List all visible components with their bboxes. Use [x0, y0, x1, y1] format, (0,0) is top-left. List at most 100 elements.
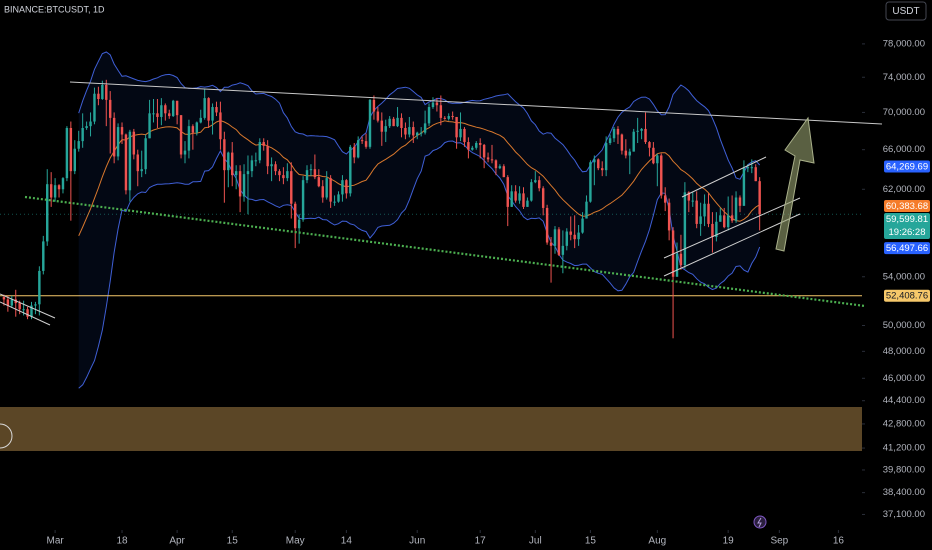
event-icon[interactable] — [753, 515, 767, 529]
candle-body — [427, 107, 431, 124]
candle-body — [254, 160, 258, 162]
currency-button-label[interactable]: USDT — [892, 6, 919, 17]
price-label: 60,383.68 — [886, 201, 928, 212]
candle-body — [711, 223, 714, 237]
candle-body — [573, 234, 576, 240]
x-tick-label: Jul — [529, 536, 542, 547]
candle-body — [223, 139, 226, 171]
candle-body — [447, 116, 450, 119]
candle-body — [286, 171, 289, 179]
x-tick-label: 18 — [116, 536, 128, 547]
candle-body — [171, 100, 175, 117]
candle-body — [136, 154, 139, 172]
candle-body — [514, 191, 517, 201]
candle-body — [313, 169, 317, 178]
candle-body — [238, 171, 242, 197]
candle-body — [231, 152, 234, 176]
channel-line — [663, 213, 801, 277]
candle-body — [632, 131, 635, 152]
candle-body — [667, 202, 671, 231]
candle-body — [416, 132, 419, 136]
candle-body — [628, 151, 631, 156]
candle-body — [195, 122, 199, 133]
candle-body — [57, 185, 61, 190]
candle-body — [30, 305, 33, 317]
candle-body — [530, 182, 533, 201]
candle-body — [687, 192, 691, 201]
candle-body — [471, 147, 474, 150]
candle-body — [585, 201, 588, 219]
candle-body — [152, 113, 155, 115]
price-label: 52,408.76 — [886, 291, 928, 302]
candle-body — [144, 138, 147, 170]
candle-body — [38, 270, 41, 305]
candle-body — [69, 127, 73, 172]
candle-body — [683, 192, 687, 266]
y-tick-label: 50,000.00 — [883, 320, 925, 331]
candle-body — [408, 127, 411, 135]
currency-button[interactable] — [885, 1, 927, 21]
candle-body — [278, 171, 281, 176]
candle-body — [593, 159, 596, 163]
y-tick-label: 38,400.00 — [883, 487, 925, 498]
candle-body — [388, 118, 391, 127]
candle-body — [644, 128, 647, 143]
candle-body — [46, 184, 49, 242]
y-tick-label: 41,200.00 — [883, 443, 925, 454]
candle-body — [105, 84, 108, 100]
resistance-line — [69, 81, 883, 125]
y-tick-label: 74,000.00 — [883, 72, 925, 83]
candle-body — [97, 93, 100, 100]
x-tick-label: 15 — [227, 536, 239, 547]
candle-body — [349, 146, 352, 194]
candle-body — [140, 169, 143, 172]
y-tick-label: 44,400.00 — [883, 395, 925, 406]
candle-body — [183, 150, 187, 155]
candle-body — [164, 105, 167, 114]
candle-body — [738, 197, 742, 206]
candle-body — [534, 180, 537, 183]
candle-body — [616, 128, 620, 135]
axes: 78,000.00 74,000.00 70,000.00 66,000.00 62,0… — [46, 38, 930, 547]
candle-body — [734, 197, 738, 221]
candle-body — [518, 193, 521, 201]
candle-body — [356, 140, 360, 158]
candle-body — [341, 180, 344, 195]
candle-body — [526, 200, 529, 207]
candle-body — [227, 152, 230, 171]
candle-body — [679, 253, 683, 266]
candle-body — [160, 105, 163, 117]
candle-body — [750, 167, 754, 169]
candle-body — [120, 127, 124, 135]
x-tick-label: Sep — [770, 536, 788, 547]
candle-body — [258, 142, 262, 161]
candle-body — [317, 177, 321, 187]
x-tick-label: Apr — [169, 536, 185, 547]
candle-body — [246, 171, 250, 175]
candle-body — [2, 297, 6, 300]
candle-body — [108, 99, 112, 118]
candle-body — [128, 131, 132, 191]
candle-body — [333, 201, 336, 203]
x-tick-label: 16 — [833, 536, 845, 547]
candle-body — [360, 140, 364, 142]
band-fill — [78, 52, 760, 389]
candle-body — [321, 186, 324, 198]
channel-line — [0, 293, 56, 319]
candle-body — [730, 215, 734, 221]
candle-body — [282, 175, 285, 179]
candle-body — [215, 107, 218, 113]
candle-body — [274, 164, 277, 172]
candle-body — [561, 245, 565, 255]
candle-body — [723, 215, 726, 228]
candle-body — [640, 128, 643, 131]
candle-body — [715, 221, 718, 237]
candle-body — [309, 169, 313, 171]
candle-body — [234, 171, 238, 176]
candle-body — [85, 126, 88, 128]
channel-line — [0, 301, 51, 326]
candle-body — [404, 127, 407, 135]
candle-body — [451, 116, 454, 118]
candle-body — [569, 231, 572, 235]
